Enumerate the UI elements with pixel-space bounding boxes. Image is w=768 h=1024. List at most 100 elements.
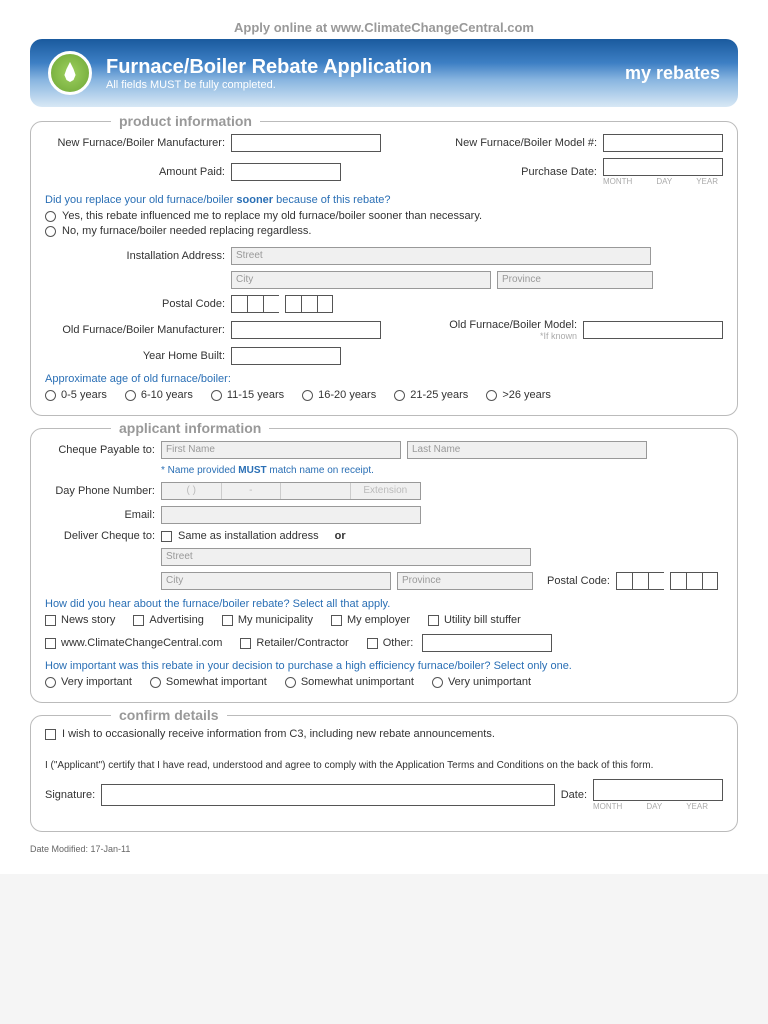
imp-somewhat-label: Somewhat important	[166, 676, 267, 688]
age-26plus-radio[interactable]	[486, 390, 497, 401]
deliver-province-input[interactable]: Province	[397, 572, 533, 590]
product-section: product information New Furnace/Boiler M…	[30, 121, 738, 416]
src-advertising-label: Advertising	[149, 614, 203, 626]
src-retailer-checkbox[interactable]	[240, 638, 251, 649]
src-website-checkbox[interactable]	[45, 638, 56, 649]
hint-year2: YEAR	[686, 802, 708, 811]
signature-label: Signature:	[45, 789, 95, 801]
age-11-15-radio[interactable]	[211, 390, 222, 401]
or-label: or	[335, 530, 346, 542]
confirm-section: confirm details I wish to occasionally r…	[30, 715, 738, 832]
age-26plus-label: >26 years	[502, 389, 551, 401]
age-16-20-label: 16-20 years	[318, 389, 376, 401]
src-other-checkbox[interactable]	[367, 638, 378, 649]
product-title: product information	[111, 113, 260, 129]
age-0-5-label: 0-5 years	[61, 389, 107, 401]
applicant-title: applicant information	[111, 420, 269, 436]
age-16-20-radio[interactable]	[302, 390, 313, 401]
email-label: Email:	[45, 509, 155, 521]
province-input[interactable]: Province	[497, 271, 653, 289]
src-utility-checkbox[interactable]	[428, 615, 439, 626]
flame-icon	[48, 51, 92, 95]
date-modified: Date Modified: 17-Jan-11	[30, 844, 738, 854]
imp-somewhat-un-radio[interactable]	[285, 677, 296, 688]
purchase-date-input[interactable]	[603, 158, 723, 176]
age-question: Approximate age of old furnace/boiler:	[45, 373, 723, 385]
imp-somewhat-radio[interactable]	[150, 677, 161, 688]
replace-question: Did you replace your old furnace/boiler …	[45, 194, 723, 206]
mfr-label: New Furnace/Boiler Manufacturer:	[45, 137, 225, 149]
hint-month2: MONTH	[593, 802, 622, 811]
imp-very-un-radio[interactable]	[432, 677, 443, 688]
header-title: Furnace/Boiler Rebate Application	[106, 56, 611, 79]
src-municipality-checkbox[interactable]	[222, 615, 233, 626]
src-employer-label: My employer	[347, 614, 410, 626]
name-note: * Name provided MUST match name on recei…	[161, 465, 374, 476]
model-label: New Furnace/Boiler Model #:	[455, 137, 597, 149]
street-input[interactable]: Street	[231, 247, 651, 265]
src-municipality-label: My municipality	[238, 614, 313, 626]
replace-yes-label: Yes, this rebate influenced me to replac…	[62, 210, 482, 222]
age-21-25-radio[interactable]	[394, 390, 405, 401]
age-options: 0-5 years 6-10 years 11-15 years 16-20 y…	[45, 389, 723, 401]
hint-month: MONTH	[603, 177, 632, 186]
deliver-street-input[interactable]: Street	[161, 548, 531, 566]
first-name-input[interactable]: First Name	[161, 441, 401, 459]
if-known: *If known	[449, 331, 577, 341]
email-input[interactable]	[161, 506, 421, 524]
src-news-checkbox[interactable]	[45, 615, 56, 626]
install-label: Installation Address:	[45, 250, 225, 262]
src-other-label: Other:	[383, 637, 414, 649]
src-advertising-checkbox[interactable]	[133, 615, 144, 626]
cheque-label: Cheque Payable to:	[45, 444, 155, 456]
city-input[interactable]: City	[231, 271, 491, 289]
amount-input[interactable]	[231, 163, 341, 181]
phone-input[interactable]: ( ) - Extension	[161, 482, 421, 500]
deliver-city-input[interactable]: City	[161, 572, 391, 590]
wish-label: I wish to occasionally receive informati…	[62, 728, 495, 740]
age-21-25-label: 21-25 years	[410, 389, 468, 401]
age-11-15-label: 11-15 years	[227, 389, 284, 401]
imp-very-label: Very important	[61, 676, 132, 688]
src-utility-label: Utility bill stuffer	[444, 614, 521, 626]
header-right: my rebates	[625, 63, 720, 84]
phone-label: Day Phone Number:	[45, 485, 155, 497]
src-employer-checkbox[interactable]	[331, 615, 342, 626]
hear-question: How did you hear about the furnace/boile…	[45, 598, 723, 610]
same-as-checkbox[interactable]	[161, 531, 172, 542]
last-name-input[interactable]: Last Name	[407, 441, 647, 459]
amount-label: Amount Paid:	[45, 166, 225, 178]
src-retailer-label: Retailer/Contractor	[256, 637, 348, 649]
confirm-title: confirm details	[111, 707, 227, 723]
imp-very-radio[interactable]	[45, 677, 56, 688]
apply-online-text: Apply online at www.ClimateChangeCentral…	[30, 20, 738, 35]
year-built-input[interactable]	[231, 347, 341, 365]
age-6-10-radio[interactable]	[125, 390, 136, 401]
age-0-5-radio[interactable]	[45, 390, 56, 401]
model-input[interactable]	[603, 134, 723, 152]
deliver-postal-input[interactable]	[616, 572, 718, 590]
replace-yes-radio[interactable]	[45, 211, 56, 222]
header-subtitle: All fields MUST be fully completed.	[106, 79, 611, 91]
replace-no-radio[interactable]	[45, 226, 56, 237]
postal-input[interactable]	[231, 295, 333, 313]
replace-no-label: No, my furnace/boiler needed replacing r…	[62, 225, 311, 237]
signature-input[interactable]	[101, 784, 555, 806]
same-as-label: Same as installation address	[178, 530, 319, 542]
applicant-section: applicant information Cheque Payable to:…	[30, 428, 738, 703]
old-model-input[interactable]	[583, 321, 723, 339]
hint-day: DAY	[656, 177, 672, 186]
postal-label: Postal Code:	[45, 298, 225, 310]
header-banner: Furnace/Boiler Rebate Application All fi…	[30, 39, 738, 107]
old-mfr-input[interactable]	[231, 321, 381, 339]
certify-text: I ("Applicant") certify that I have read…	[45, 760, 723, 771]
mfr-input[interactable]	[231, 134, 381, 152]
deliver-label: Deliver Cheque to:	[45, 530, 155, 542]
purchase-label: Purchase Date:	[521, 166, 597, 178]
year-built-label: Year Home Built:	[45, 350, 225, 362]
wish-checkbox[interactable]	[45, 729, 56, 740]
src-other-input[interactable]	[422, 634, 552, 652]
deliver-postal-label: Postal Code:	[547, 575, 610, 587]
old-model-label: Old Furnace/Boiler Model:	[449, 319, 577, 331]
date-input[interactable]	[593, 779, 723, 801]
